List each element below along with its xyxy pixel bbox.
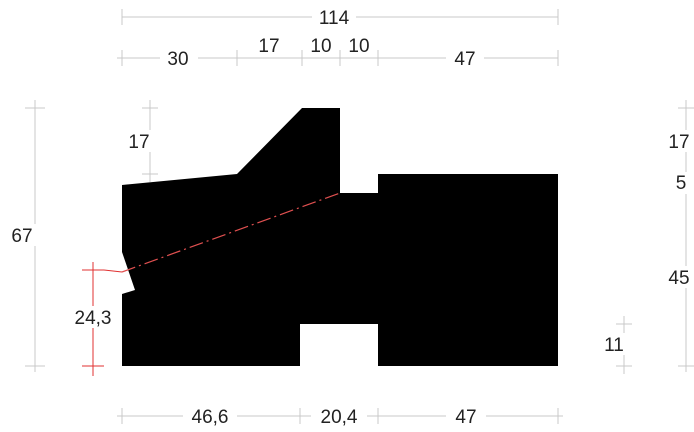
- left-top-offset-dimension: 17: [124, 100, 158, 182]
- dim-24-3-label: 24,3: [75, 308, 112, 329]
- dim-47-top-label: 47: [454, 49, 475, 70]
- top-segment-dimensions: 30 17 10 10 47: [117, 35, 559, 70]
- top-overall-dimension: 114: [121, 6, 559, 29]
- dim-20-4-label: 20,4: [321, 407, 358, 428]
- dim-17-left-label: 17: [128, 132, 149, 153]
- dim-10b-label: 10: [348, 36, 369, 57]
- left-red-dimension: 24,3: [68, 262, 123, 376]
- right-dimensions: 17 5 45: [664, 100, 694, 372]
- dim-45-label: 45: [668, 268, 689, 289]
- notch-dimension: 11: [600, 316, 632, 374]
- dim-5-label: 5: [676, 173, 687, 194]
- dim-17-right-label: 17: [668, 132, 689, 153]
- dim-10a-label: 10: [310, 36, 331, 57]
- left-overall-dimension: 67: [5, 100, 45, 372]
- dim-11-label: 11: [604, 335, 624, 356]
- profile-centerline: [121, 192, 341, 273]
- dim-17-top-label: 17: [258, 36, 279, 57]
- dim-46-6-label: 46,6: [192, 407, 229, 428]
- dim-114-label: 114: [319, 8, 350, 29]
- dim-30-label: 30: [167, 49, 188, 70]
- bottom-dimensions: 46,6 20,4 47: [117, 405, 563, 428]
- dim-67-label: 67: [11, 226, 32, 247]
- dim-47-bottom-label: 47: [455, 407, 476, 428]
- profile-shape: [122, 108, 558, 366]
